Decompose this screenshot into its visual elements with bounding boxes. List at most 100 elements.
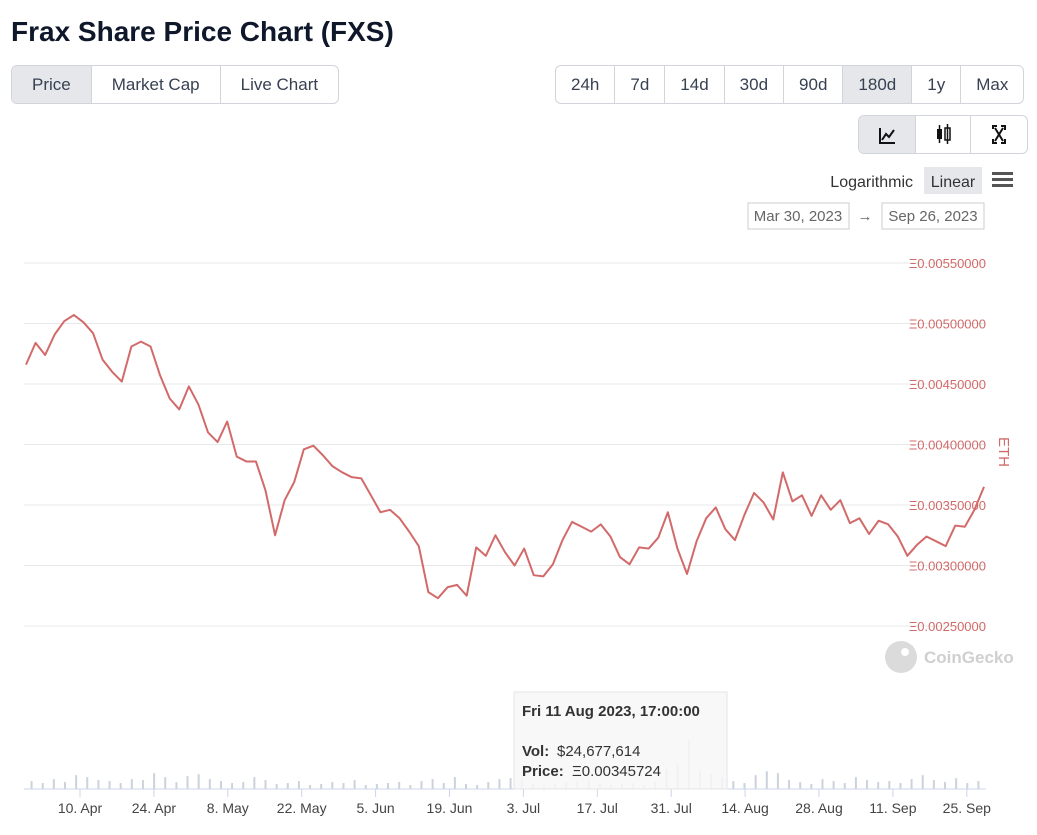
volume-bar	[409, 785, 412, 789]
volume-bar	[231, 783, 234, 789]
fullscreen-button[interactable]	[971, 116, 1027, 153]
range-button[interactable]: 1y	[912, 66, 962, 103]
volume-bar	[966, 783, 969, 789]
volume-bar	[754, 775, 757, 789]
volume-bar	[465, 784, 468, 789]
volume-bar	[609, 785, 612, 789]
volume-bar	[888, 781, 891, 789]
y-tick-label: Ξ0.00500000	[909, 317, 986, 332]
range-button[interactable]: 7d	[615, 66, 666, 103]
volume-bar	[542, 785, 545, 789]
log-option[interactable]: Logarithmic	[830, 174, 913, 191]
price-line	[25, 314, 985, 600]
date-arrow: →	[858, 208, 873, 225]
y-tick-label: Ξ0.00350000	[909, 498, 986, 513]
volume-bar	[353, 780, 356, 789]
tooltip-vol: $24,677,614	[557, 743, 640, 760]
y-tick-label: Ξ0.00450000	[909, 377, 986, 392]
volume-bar	[30, 781, 33, 789]
volume-bar	[520, 780, 523, 789]
tab[interactable]: Market Cap	[92, 66, 221, 103]
volume-bar	[52, 779, 55, 789]
date-from-box[interactable]	[747, 202, 850, 230]
volume-bar	[710, 774, 713, 789]
volume-bar	[431, 779, 434, 789]
volume-bar	[877, 782, 880, 789]
candle-chart-button[interactable]	[916, 116, 971, 153]
volume-bar	[866, 780, 869, 789]
volume-bar	[843, 783, 846, 789]
range-button[interactable]: 24h	[556, 66, 616, 103]
line-chart-button[interactable]	[859, 116, 916, 153]
volume-bar	[453, 777, 456, 789]
volume-bar	[364, 785, 367, 789]
volume-bar	[420, 781, 423, 789]
volume-bar	[264, 780, 267, 789]
range-button[interactable]: 90d	[784, 66, 844, 103]
volume-bar	[342, 783, 345, 789]
volume-bar	[799, 782, 802, 789]
volume-bar	[554, 784, 557, 789]
volume-bar	[398, 782, 401, 789]
tab[interactable]: Live Chart	[240, 75, 319, 94]
volume-bar	[119, 783, 122, 789]
volume-bar	[375, 784, 378, 789]
volume-bar	[721, 777, 724, 789]
volume-bar	[175, 782, 178, 789]
volume-bar	[832, 781, 835, 789]
volume-bar	[899, 783, 902, 789]
volume-bar	[765, 771, 768, 789]
volume-bar	[476, 785, 479, 789]
x-tick-label: 28. Aug	[795, 800, 843, 816]
tooltip-price-label: Price:	[522, 763, 564, 780]
x-tick-label: 14. Aug	[721, 800, 769, 816]
volume-bar	[977, 781, 980, 789]
x-tick-label: 19. Jun	[427, 800, 473, 816]
volume-bar	[955, 778, 958, 789]
volume-bar	[531, 783, 534, 789]
volume-bar	[487, 782, 490, 789]
x-tick-label: 25. Sep	[943, 800, 991, 816]
volume-bar	[297, 781, 300, 789]
page-title: Frax Share Price Chart (FXS)	[11, 16, 394, 47]
volume-bar	[164, 777, 167, 789]
volume-bar	[197, 774, 200, 789]
tooltip: Fri 11 Aug 2023, 17:00:00 Vol: $24,677,614…	[513, 691, 728, 790]
volume-bar	[654, 782, 657, 789]
x-tick-label: 10. Apr	[58, 800, 103, 816]
volume-bar	[41, 783, 44, 789]
x-tick-label: 17. Jul	[577, 800, 618, 816]
volume-bar	[944, 782, 947, 789]
icon	[992, 125, 1006, 144]
volume-bar	[442, 783, 445, 789]
volume-bar	[63, 782, 66, 789]
volume-bar	[219, 781, 222, 789]
volume-bar	[910, 779, 913, 789]
tab[interactable]: Price	[12, 66, 92, 103]
volume-bar	[776, 773, 779, 789]
volume-bar	[698, 771, 701, 789]
volume-bar	[576, 781, 579, 789]
x-tick-label: 31. Jul	[651, 800, 692, 816]
linear-option[interactable]: Linear	[931, 174, 976, 191]
range-button[interactable]: 30d	[725, 66, 785, 103]
volume-bar	[108, 781, 111, 789]
linear-bg	[924, 167, 982, 194]
volume-bar	[854, 777, 857, 789]
date-from: Mar 30, 2023	[754, 208, 842, 225]
range-button[interactable]: 180d	[843, 66, 913, 103]
range-button[interactable]: 14d	[665, 66, 725, 103]
tooltip-date: Fri 11 Aug 2023, 17:00:00	[522, 703, 700, 720]
volume-bar	[509, 778, 512, 789]
x-tick-label: 11. Sep	[869, 800, 916, 816]
date-to-box[interactable]	[881, 202, 985, 230]
volume-bar	[498, 779, 501, 789]
volume-bar	[86, 777, 89, 789]
y-tick-label: Ξ0.00250000	[909, 619, 986, 634]
tooltip-price: Ξ0.00345724	[572, 763, 661, 780]
menu-icon[interactable]	[992, 172, 1013, 187]
watermark: CoinGecko	[885, 641, 1014, 673]
volume-bar	[743, 783, 746, 789]
range-button[interactable]: Max	[976, 75, 1009, 94]
volume-bar	[788, 780, 791, 789]
